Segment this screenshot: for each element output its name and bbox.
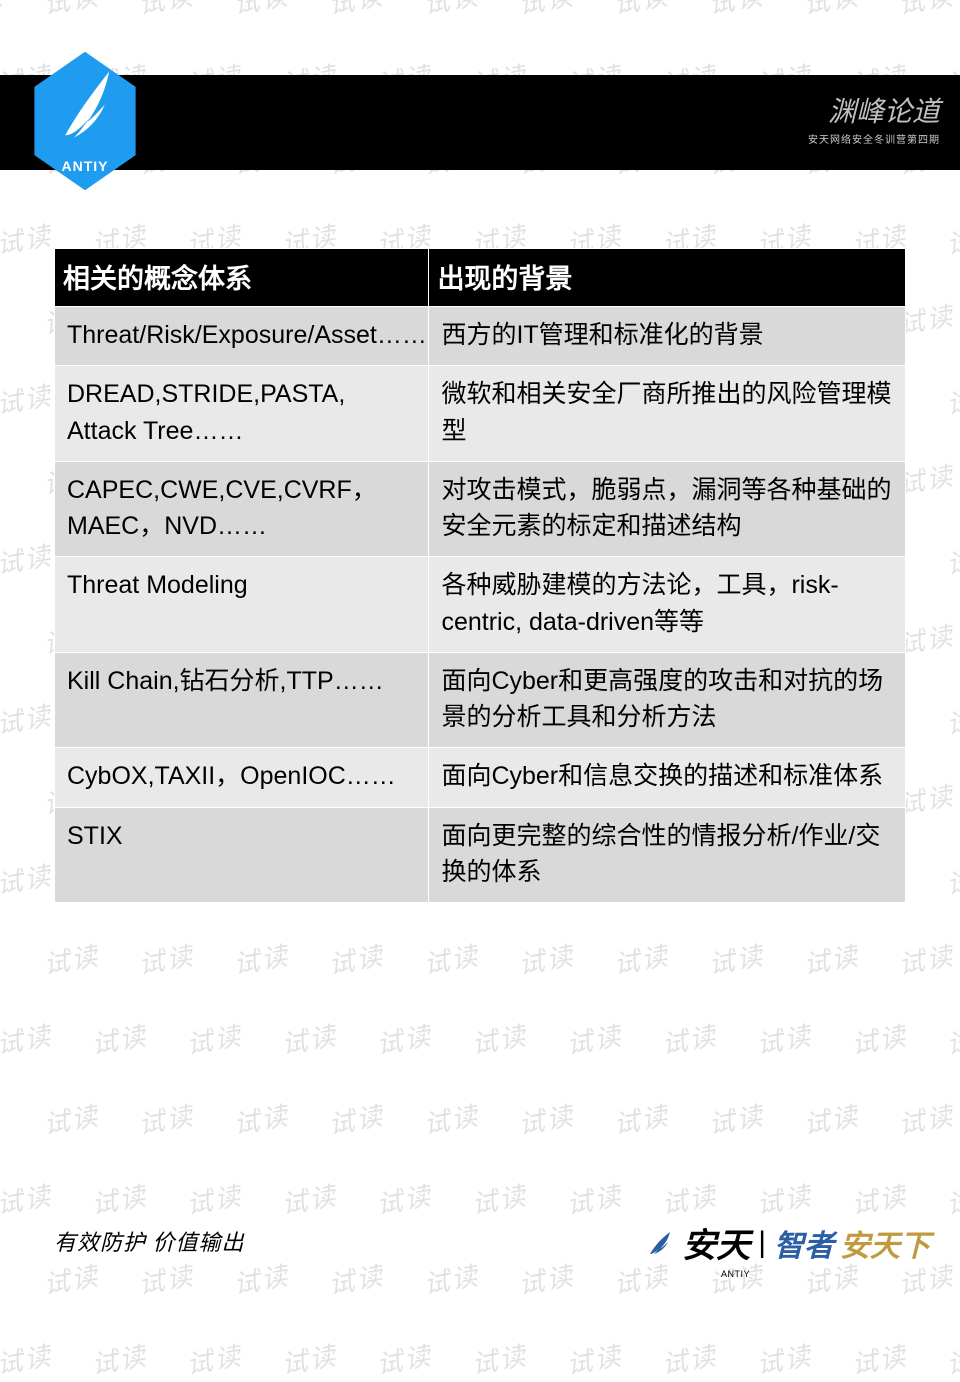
concepts-table-wrap: 相关的概念体系 出现的背景 Threat/Risk/Exposure/Asset… xyxy=(54,248,906,903)
table-row: Kill Chain,钻石分析,TTP……面向Cyber和更高强度的攻击和对抗的… xyxy=(55,652,906,748)
header-bar: 渊峰论道 安天网络安全冬训营第四期 xyxy=(0,75,960,170)
footer-brand-tag-b: 安天下 xyxy=(840,1221,930,1265)
table-cell: Kill Chain,钻石分析,TTP…… xyxy=(55,652,429,748)
table-cell: 对攻击模式，脆弱点，漏洞等各种基础的安全元素的标定和描述结构 xyxy=(429,461,906,557)
footer-brand-tag-a: 智者 xyxy=(774,1221,834,1265)
table-row: DREAD,STRIDE,PASTA, Attack Tree……微软和相关安全… xyxy=(55,366,906,462)
brand-hex-logo: ANTIY xyxy=(30,46,140,196)
table-cell: 面向更完整的综合性的情报分析/作业/交换的体系 xyxy=(429,807,906,903)
footer-brand-divider: | xyxy=(758,1226,766,1260)
brand-feather-icon xyxy=(646,1228,676,1258)
footer: 有效防护 价值输出 安天 | 智者 安天下 ANTIY xyxy=(0,1157,960,1357)
table-header-row: 相关的概念体系 出现的背景 xyxy=(55,249,906,307)
table-cell: 面向Cyber和信息交换的描述和标准体系 xyxy=(429,748,906,807)
footer-brand-name: 安天 xyxy=(682,1218,750,1267)
header-subtitle: 安天网络安全冬训营第四期 xyxy=(808,131,940,146)
table-row: CAPEC,CWE,CVE,CVRF，MAEC，NVD……对攻击模式，脆弱点，漏… xyxy=(55,461,906,557)
table-header-cell: 相关的概念体系 xyxy=(55,249,429,307)
table-cell: 微软和相关安全厂商所推出的风险管理模型 xyxy=(429,366,906,462)
table-cell: STIX xyxy=(55,807,429,903)
brand-hex-label: ANTIY xyxy=(30,158,140,174)
table-cell: 西方的IT管理和标准化的背景 xyxy=(429,307,906,366)
table-cell: CybOX,TAXII，OpenIOC…… xyxy=(55,748,429,807)
table-header-cell: 出现的背景 xyxy=(429,249,906,307)
table-cell: 面向Cyber和更高强度的攻击和对抗的场景的分析工具和分析方法 xyxy=(429,652,906,748)
table-row: CybOX,TAXII，OpenIOC……面向Cyber和信息交换的描述和标准体… xyxy=(55,748,906,807)
footer-brand: 安天 | 智者 安天下 xyxy=(646,1218,930,1267)
table-row: Threat/Risk/Exposure/Asset……西方的IT管理和标准化的… xyxy=(55,307,906,366)
table-cell: Threat/Risk/Exposure/Asset…… xyxy=(55,307,429,366)
header-right-block: 渊峰论道 安天网络安全冬训营第四期 xyxy=(808,99,940,146)
concepts-table: 相关的概念体系 出现的背景 Threat/Risk/Exposure/Asset… xyxy=(54,248,906,903)
table-cell: CAPEC,CWE,CVE,CVRF，MAEC，NVD…… xyxy=(55,461,429,557)
header-calligraphy: 渊峰论道 xyxy=(808,99,940,127)
table-cell: 各种威胁建模的方法论，工具，risk-centric, data-driven等… xyxy=(429,557,906,653)
table-row: STIX面向更完整的综合性的情报分析/作业/交换的体系 xyxy=(55,807,906,903)
table-row: Threat Modeling各种威胁建模的方法论，工具，risk-centri… xyxy=(55,557,906,653)
table-cell: Threat Modeling xyxy=(55,557,429,653)
table-cell: DREAD,STRIDE,PASTA, Attack Tree…… xyxy=(55,366,429,462)
footer-brand-sub: ANTIY xyxy=(721,1269,750,1279)
footer-slogan: 有效防护 价值输出 xyxy=(54,1225,245,1257)
